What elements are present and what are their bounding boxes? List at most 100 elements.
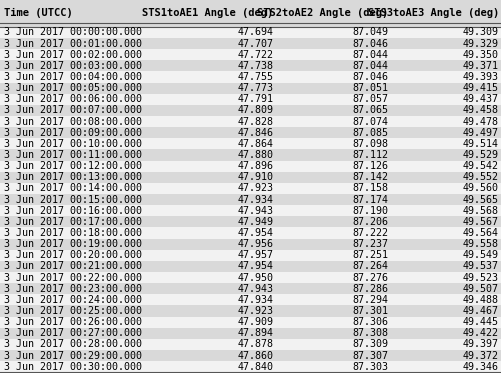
Text: 3 Jun 2017 00:25:00.000: 3 Jun 2017 00:25:00.000 bbox=[4, 306, 142, 316]
Text: 87.190: 87.190 bbox=[352, 206, 388, 216]
Bar bbox=[0, 105, 501, 116]
Text: 49.437: 49.437 bbox=[462, 94, 498, 104]
Text: STS3toAE3 Angle (deg): STS3toAE3 Angle (deg) bbox=[367, 9, 498, 18]
Text: 49.467: 49.467 bbox=[462, 306, 498, 316]
Text: 3 Jun 2017 00:20:00.000: 3 Jun 2017 00:20:00.000 bbox=[4, 250, 142, 260]
Text: 87.174: 87.174 bbox=[352, 195, 388, 204]
Text: 49.558: 49.558 bbox=[462, 239, 498, 249]
Bar bbox=[0, 361, 501, 372]
Text: 49.458: 49.458 bbox=[462, 106, 498, 115]
Text: 87.286: 87.286 bbox=[352, 284, 388, 294]
Text: 49.549: 49.549 bbox=[462, 250, 498, 260]
Text: 47.943: 47.943 bbox=[236, 284, 273, 294]
Text: 47.707: 47.707 bbox=[236, 38, 273, 48]
Text: 87.044: 87.044 bbox=[352, 61, 388, 71]
Text: 49.560: 49.560 bbox=[462, 184, 498, 194]
Text: 87.057: 87.057 bbox=[352, 94, 388, 104]
Text: 87.303: 87.303 bbox=[352, 362, 388, 372]
Text: 49.372: 49.372 bbox=[462, 351, 498, 361]
Text: 49.529: 49.529 bbox=[462, 150, 498, 160]
Text: 49.542: 49.542 bbox=[462, 161, 498, 171]
Text: 49.537: 49.537 bbox=[462, 261, 498, 272]
Text: 3 Jun 2017 00:18:00.000: 3 Jun 2017 00:18:00.000 bbox=[4, 228, 142, 238]
Text: 47.738: 47.738 bbox=[236, 61, 273, 71]
Bar bbox=[0, 127, 501, 138]
Text: 49.371: 49.371 bbox=[462, 61, 498, 71]
Text: 3 Jun 2017 00:13:00.000: 3 Jun 2017 00:13:00.000 bbox=[4, 172, 142, 182]
Text: 3 Jun 2017 00:28:00.000: 3 Jun 2017 00:28:00.000 bbox=[4, 339, 142, 350]
Bar bbox=[0, 294, 501, 305]
Text: 87.276: 87.276 bbox=[352, 273, 388, 283]
Text: 47.809: 47.809 bbox=[236, 106, 273, 115]
Text: 87.085: 87.085 bbox=[352, 128, 388, 138]
Text: 49.422: 49.422 bbox=[462, 328, 498, 338]
Text: 3 Jun 2017 00:16:00.000: 3 Jun 2017 00:16:00.000 bbox=[4, 206, 142, 216]
Text: 49.567: 49.567 bbox=[462, 217, 498, 227]
Text: 47.957: 47.957 bbox=[236, 250, 273, 260]
Text: 47.896: 47.896 bbox=[236, 161, 273, 171]
Bar bbox=[0, 317, 501, 328]
Text: 49.478: 49.478 bbox=[462, 116, 498, 126]
Text: 47.943: 47.943 bbox=[236, 206, 273, 216]
Text: Time (UTCC): Time (UTCC) bbox=[4, 8, 73, 18]
Text: 87.142: 87.142 bbox=[352, 172, 388, 182]
Text: 3 Jun 2017 00:26:00.000: 3 Jun 2017 00:26:00.000 bbox=[4, 317, 142, 327]
Text: 47.956: 47.956 bbox=[236, 239, 273, 249]
Text: 47.923: 47.923 bbox=[236, 306, 273, 316]
Text: 49.397: 49.397 bbox=[462, 339, 498, 350]
Text: 3 Jun 2017 00:14:00.000: 3 Jun 2017 00:14:00.000 bbox=[4, 184, 142, 194]
Text: 47.954: 47.954 bbox=[236, 261, 273, 272]
Text: 47.910: 47.910 bbox=[236, 172, 273, 182]
Bar bbox=[0, 160, 501, 172]
Bar bbox=[0, 283, 501, 294]
Text: 3 Jun 2017 00:01:00.000: 3 Jun 2017 00:01:00.000 bbox=[4, 38, 142, 48]
Text: 47.894: 47.894 bbox=[236, 328, 273, 338]
Bar bbox=[0, 27, 501, 38]
Bar bbox=[0, 150, 501, 160]
Text: 47.954: 47.954 bbox=[236, 228, 273, 238]
Text: 47.950: 47.950 bbox=[236, 273, 273, 283]
Text: 47.934: 47.934 bbox=[236, 295, 273, 305]
Text: 87.308: 87.308 bbox=[352, 328, 388, 338]
Text: 3 Jun 2017 00:04:00.000: 3 Jun 2017 00:04:00.000 bbox=[4, 72, 142, 82]
Text: STS1toAE1 Angle (deg): STS1toAE1 Angle (deg) bbox=[142, 9, 273, 18]
Bar bbox=[0, 250, 501, 261]
Text: 3 Jun 2017 00:24:00.000: 3 Jun 2017 00:24:00.000 bbox=[4, 295, 142, 305]
Text: 47.864: 47.864 bbox=[236, 139, 273, 149]
Text: 3 Jun 2017 00:19:00.000: 3 Jun 2017 00:19:00.000 bbox=[4, 239, 142, 249]
Text: 49.507: 49.507 bbox=[462, 284, 498, 294]
Text: 49.523: 49.523 bbox=[462, 273, 498, 283]
Text: 87.222: 87.222 bbox=[352, 228, 388, 238]
Text: 49.514: 49.514 bbox=[462, 139, 498, 149]
Text: 47.840: 47.840 bbox=[236, 362, 273, 372]
Text: 87.098: 87.098 bbox=[352, 139, 388, 149]
Text: 87.237: 87.237 bbox=[352, 239, 388, 249]
Text: 87.051: 87.051 bbox=[352, 83, 388, 93]
Text: 87.294: 87.294 bbox=[352, 295, 388, 305]
Bar bbox=[0, 172, 501, 183]
Text: 47.934: 47.934 bbox=[236, 195, 273, 204]
Text: 47.949: 47.949 bbox=[236, 217, 273, 227]
Bar bbox=[0, 205, 501, 216]
Text: 47.773: 47.773 bbox=[236, 83, 273, 93]
Text: 47.909: 47.909 bbox=[236, 317, 273, 327]
Text: 87.112: 87.112 bbox=[352, 150, 388, 160]
Bar bbox=[0, 0, 501, 27]
Bar bbox=[0, 339, 501, 350]
Text: 87.065: 87.065 bbox=[352, 106, 388, 115]
Text: 47.878: 47.878 bbox=[236, 339, 273, 350]
Text: 49.329: 49.329 bbox=[462, 38, 498, 48]
Text: 3 Jun 2017 00:07:00.000: 3 Jun 2017 00:07:00.000 bbox=[4, 106, 142, 115]
Text: 47.860: 47.860 bbox=[236, 351, 273, 361]
Bar bbox=[0, 183, 501, 194]
Text: 87.046: 87.046 bbox=[352, 38, 388, 48]
Text: 3 Jun 2017 00:30:00.000: 3 Jun 2017 00:30:00.000 bbox=[4, 362, 142, 372]
Text: 49.568: 49.568 bbox=[462, 206, 498, 216]
Text: 87.206: 87.206 bbox=[352, 217, 388, 227]
Text: 3 Jun 2017 00:23:00.000: 3 Jun 2017 00:23:00.000 bbox=[4, 284, 142, 294]
Text: 49.488: 49.488 bbox=[462, 295, 498, 305]
Text: 3 Jun 2017 00:15:00.000: 3 Jun 2017 00:15:00.000 bbox=[4, 195, 142, 204]
Bar bbox=[0, 350, 501, 361]
Text: 47.828: 47.828 bbox=[236, 116, 273, 126]
Bar bbox=[0, 49, 501, 60]
